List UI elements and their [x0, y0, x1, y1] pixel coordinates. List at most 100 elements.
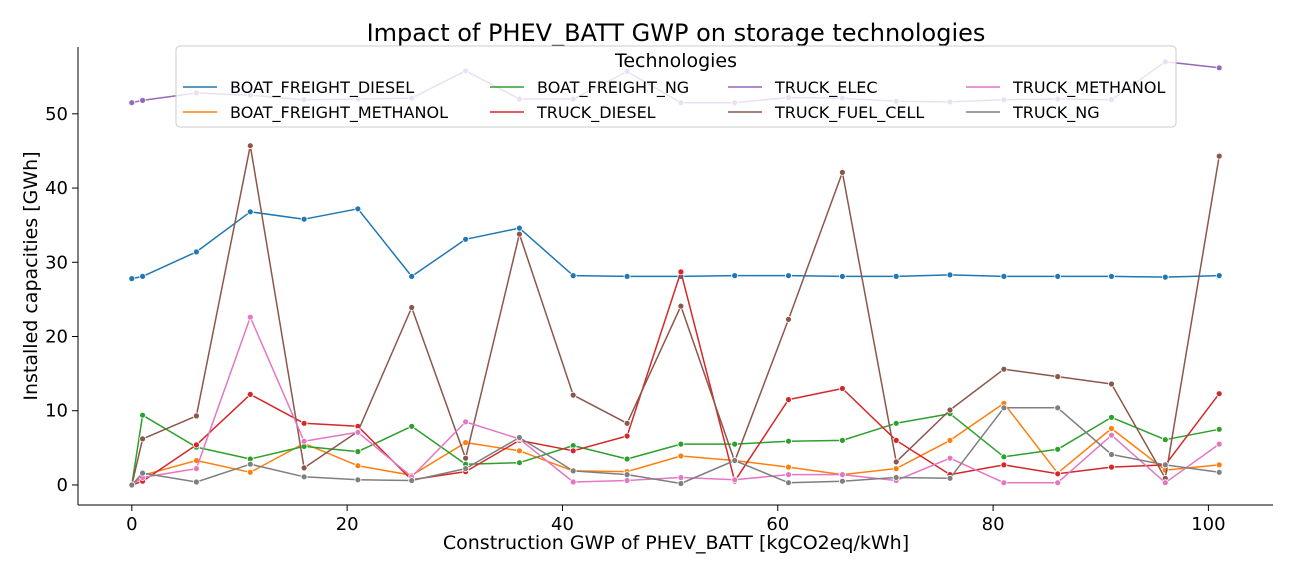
data-point [946, 436, 954, 444]
y-tick-label: 0 [57, 475, 68, 496]
data-point [785, 437, 792, 445]
series-truck-fuel-cell [128, 142, 1223, 489]
data-point [354, 476, 362, 484]
data-point [785, 315, 792, 323]
data-point [1000, 479, 1008, 487]
data-point [1161, 461, 1169, 469]
data-point [1108, 272, 1115, 280]
legend-item: TRUCK_NG [966, 103, 1100, 123]
data-point [1215, 272, 1223, 280]
data-point [408, 422, 416, 430]
x-tick-label: 100 [1191, 514, 1225, 535]
x-tick-label: 80 [982, 514, 1005, 535]
data-point [1054, 272, 1062, 280]
data-point [408, 304, 416, 311]
data-point [1215, 440, 1223, 448]
data-point [677, 268, 685, 276]
data-point [462, 235, 470, 243]
y-tick-label: 30 [45, 252, 68, 273]
data-point [569, 447, 577, 455]
legend-label: TRUCK_DIESEL [536, 103, 656, 123]
data-point [892, 272, 900, 280]
legend-label: TRUCK_ELEC [774, 78, 878, 98]
data-point [569, 272, 577, 280]
series-line [131, 316, 1220, 486]
data-point [462, 454, 470, 462]
data-point [1161, 479, 1169, 487]
legend: Technologies BOAT_FREIGHT_DIESEL BOAT_FREI… [175, 45, 1177, 128]
data-point [1000, 365, 1008, 373]
series-boat-freight-diesel [128, 205, 1223, 283]
legend-label: BOAT_FREIGHT_NG [537, 78, 689, 98]
data-point [1108, 425, 1115, 432]
data-point [731, 440, 739, 448]
data-point [1215, 468, 1223, 476]
legend-label: TRUCK_NG [1012, 103, 1100, 123]
data-point [516, 434, 523, 441]
data-point [731, 476, 739, 484]
data-point [839, 168, 846, 176]
data-point [354, 205, 362, 213]
data-point [677, 440, 685, 448]
data-point [731, 272, 739, 280]
data-point [623, 419, 631, 427]
data-point [839, 436, 846, 444]
data-point [1000, 453, 1008, 461]
data-point [462, 439, 470, 447]
y-tick-label: 10 [45, 401, 68, 422]
data-point [192, 248, 200, 256]
data-point [246, 390, 254, 398]
data-point [839, 385, 846, 392]
data-point [623, 471, 631, 479]
data-point [1215, 390, 1223, 398]
data-point [128, 99, 136, 107]
data-point [192, 465, 200, 473]
data-point [1215, 461, 1223, 469]
data-point [1108, 413, 1115, 421]
data-point [785, 463, 792, 471]
data-point [246, 460, 254, 468]
data-point [408, 272, 416, 280]
data-point [1054, 404, 1062, 412]
series-line [131, 407, 1220, 486]
data-point [623, 432, 631, 440]
legend-label: TRUCK_FUEL_CELL [774, 103, 924, 123]
data-point [300, 464, 308, 472]
data-point [946, 454, 954, 462]
data-point [246, 313, 254, 321]
series-line [131, 412, 1220, 486]
legend-frame [175, 45, 1177, 128]
data-point [462, 465, 470, 473]
data-point [354, 428, 362, 436]
series-line [131, 271, 1220, 486]
data-point [892, 419, 900, 427]
data-point [354, 448, 362, 456]
data-point [246, 142, 254, 150]
series-line [131, 208, 1220, 280]
data-point [354, 462, 362, 470]
data-point [785, 396, 792, 404]
data-point [677, 452, 685, 460]
data-point [246, 468, 254, 476]
legend-item: BOAT_FREIGHT_DIESEL [183, 78, 414, 98]
data-point [839, 477, 846, 485]
data-point [246, 208, 254, 216]
data-point [839, 471, 846, 479]
x-axis-title: Construction GWP of PHEV_BATT [kgCO2eq/k… [443, 532, 909, 554]
data-point [1108, 431, 1115, 439]
data-point [623, 477, 631, 484]
data-point [731, 457, 739, 464]
data-point [300, 215, 308, 223]
data-point [516, 459, 523, 467]
data-point [192, 441, 200, 449]
legend-item: TRUCK_METHANOL [966, 78, 1165, 98]
data-point [892, 458, 900, 466]
data-point [839, 272, 846, 280]
data-point [623, 272, 631, 280]
data-point [1000, 272, 1008, 280]
data-point [516, 447, 523, 455]
legend-item: BOAT_FREIGHT_METHANOL [183, 103, 448, 123]
data-point [785, 471, 792, 479]
data-point [785, 272, 792, 280]
